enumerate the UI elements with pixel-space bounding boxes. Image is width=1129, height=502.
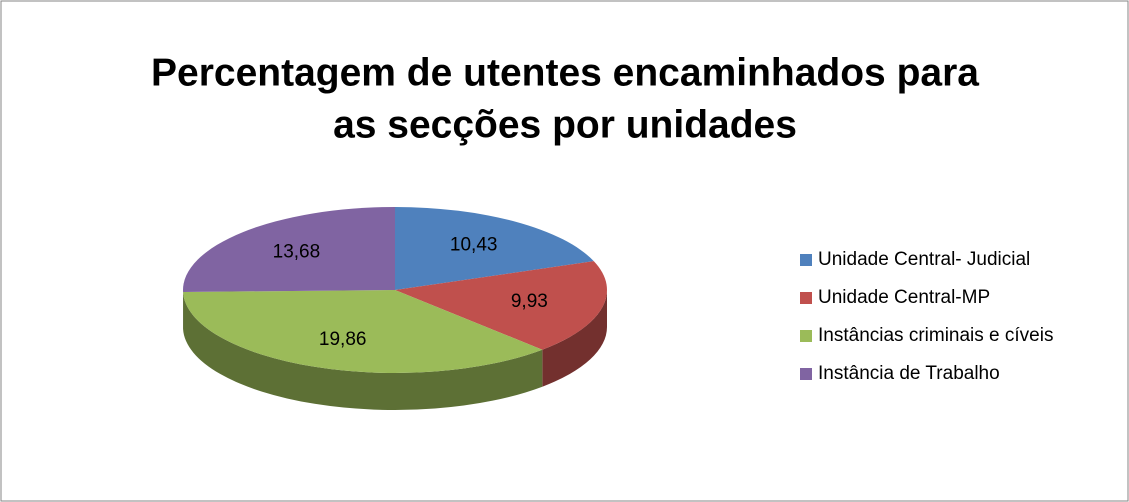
slice-side bbox=[542, 290, 607, 387]
chart-title: Percentagem de utentes encaminhados para bbox=[151, 51, 979, 94]
data-label: 19,86 bbox=[319, 329, 367, 350]
chart-title: as secções por unidades bbox=[333, 103, 797, 146]
slice bbox=[395, 207, 594, 290]
data-label: 9,93 bbox=[511, 291, 548, 312]
data-label: 13,68 bbox=[273, 241, 321, 262]
legend-swatch bbox=[800, 254, 812, 266]
slice bbox=[395, 261, 608, 350]
legend-label: Instância de Trabalho bbox=[818, 363, 1000, 384]
slice-side bbox=[183, 291, 543, 410]
data-label: 10,43 bbox=[450, 235, 498, 256]
legend-label: Unidade Central-MP bbox=[818, 287, 990, 308]
legend-label: Unidade Central- Judicial bbox=[818, 249, 1030, 270]
legend-label: Instâncias criminais e cíveis bbox=[818, 325, 1053, 346]
legend-swatch bbox=[800, 292, 812, 304]
slice bbox=[183, 290, 543, 374]
slice bbox=[183, 207, 395, 292]
legend-swatch bbox=[800, 330, 812, 342]
legend-swatch bbox=[800, 368, 812, 380]
